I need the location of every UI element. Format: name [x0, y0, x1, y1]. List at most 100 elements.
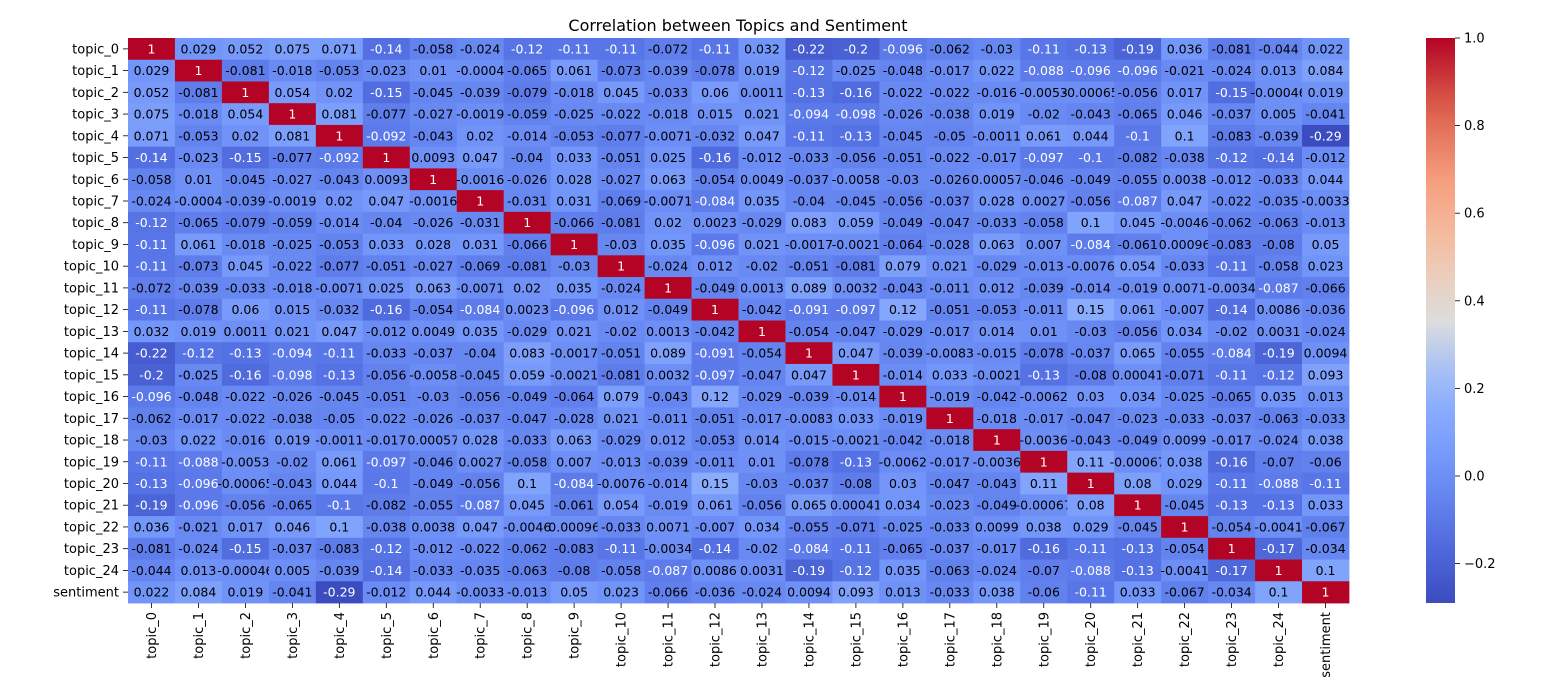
heatmap-cell: [128, 255, 176, 278]
cell-value-label: 0.00041: [1112, 367, 1164, 382]
heatmap-cell: [362, 233, 411, 256]
cell-value-label: -0.097: [1024, 150, 1064, 165]
heatmap-cell: [268, 168, 317, 191]
heatmap-cell: [1255, 146, 1303, 169]
cell-value-label: -0.066: [648, 585, 688, 600]
cell-value-label: -0.0076: [597, 476, 645, 491]
heatmap-cell: [174, 81, 223, 104]
heatmap-cell: [409, 363, 458, 387]
heatmap-cell: [315, 581, 364, 604]
heatmap-cell: [362, 38, 411, 61]
heatmap-cell: [409, 407, 458, 430]
heatmap-cell: [1114, 581, 1162, 604]
heatmap-cell: [174, 363, 223, 387]
heatmap-cell: [926, 385, 974, 408]
heatmap-cell: [362, 559, 411, 582]
heatmap-cell: [1302, 255, 1350, 278]
cell-value-label: -0.056: [460, 389, 500, 404]
heatmap-cell: [1067, 581, 1115, 604]
heatmap-cell: [174, 59, 223, 82]
heatmap-cell: [973, 255, 1021, 278]
heatmap-cell: [879, 559, 927, 582]
cell-value-label: -0.087: [648, 563, 688, 578]
heatmap-cell: [1208, 363, 1256, 387]
heatmap-cell: [1114, 277, 1162, 300]
heatmap-cell: [644, 168, 692, 191]
heatmap-cell: [785, 168, 833, 191]
heatmap-cell: [1067, 363, 1115, 387]
cell-value-label: -0.098: [272, 367, 312, 382]
cell-value-label: 1: [758, 324, 766, 339]
heatmap-cell: [362, 537, 411, 560]
heatmap-cell: [221, 407, 270, 430]
heatmap-cell: [1255, 298, 1303, 321]
heatmap-cell: [1020, 429, 1068, 452]
cell-value-label: -0.02: [1215, 324, 1247, 339]
cell-value-label: -0.11: [1028, 41, 1060, 56]
cell-value-label: -0.071: [1164, 367, 1204, 382]
cell-value-label: -0.087: [1118, 193, 1158, 208]
cell-value-label: 0.038: [1026, 519, 1062, 534]
cell-value-label: -0.11: [135, 237, 167, 252]
heatmap-cell: [1020, 559, 1068, 582]
heatmap-cell: [738, 168, 786, 191]
heatmap-cell: [503, 537, 552, 560]
heatmap-cell: [268, 103, 317, 126]
heatmap-cell: [597, 472, 645, 495]
cell-value-label: -0.051: [366, 259, 406, 274]
heatmap-cell: [362, 581, 411, 604]
heatmap-cell: [315, 320, 364, 343]
heatmap-cell: [1161, 190, 1209, 213]
cell-value-label: -0.081: [1211, 41, 1251, 56]
heatmap-cell: [879, 59, 927, 82]
cell-value-label: 0.0011: [740, 85, 784, 100]
cell-value-label: -0.051: [695, 411, 735, 426]
heatmap-cell: [221, 233, 270, 256]
cell-value-label: 0.1: [1269, 585, 1289, 600]
heatmap-cell: [973, 59, 1021, 82]
cell-value-label: 0.0099: [1163, 433, 1207, 448]
cell-value-label: -0.033: [601, 519, 641, 534]
heatmap-cell: [785, 385, 833, 408]
heatmap-cell: [879, 211, 927, 234]
heatmap-cell: [1302, 429, 1350, 452]
heatmap-cell: [691, 559, 739, 582]
heatmap-cell: [503, 38, 552, 61]
cell-value-label: 0.0038: [411, 519, 455, 534]
cell-value-label: 0.089: [650, 346, 686, 361]
heatmap-cell: [315, 211, 364, 234]
cell-value-label: -0.11: [1215, 476, 1247, 491]
cell-value-label: 0.047: [838, 346, 874, 361]
heatmap-cell: [1255, 516, 1303, 539]
cell-value-label: -0.092: [319, 150, 359, 165]
cell-value-label: 0.038: [1167, 454, 1203, 469]
heatmap-cell: [550, 146, 599, 169]
cell-value-label: 0.054: [1120, 259, 1156, 274]
heatmap-cell: [1302, 385, 1350, 408]
cell-value-label: -0.082: [1118, 150, 1158, 165]
heatmap-cell: [1114, 320, 1162, 343]
cell-value-label: -0.037: [272, 541, 312, 556]
cell-value-label: -0.02: [276, 454, 308, 469]
cell-value-label: 0.15: [701, 476, 729, 491]
cell-value-label: -0.033: [977, 215, 1017, 230]
heatmap-cell: [456, 211, 505, 234]
cell-value-label: 1: [1322, 585, 1330, 600]
heatmap-cell: [1302, 211, 1350, 234]
heatmap-cell: [550, 363, 599, 387]
cell-value-label: -0.081: [836, 259, 876, 274]
cell-value-label: -0.06: [1028, 585, 1060, 600]
cell-value-label: -0.039: [225, 193, 265, 208]
cell-value-label: -0.047: [930, 215, 970, 230]
heatmap-cell: [738, 581, 786, 604]
cell-value-label: -0.045: [1118, 519, 1158, 534]
heatmap-cell: [973, 38, 1021, 61]
cell-value-label: -0.0058: [409, 367, 457, 382]
cell-value-label: 0.02: [231, 128, 259, 143]
heatmap-cell: [362, 450, 411, 474]
cell-value-label: 0.035: [1261, 389, 1297, 404]
heatmap-cell: [1114, 450, 1162, 474]
cell-value-label: -0.19: [1121, 41, 1153, 56]
cell-value-label: 1: [711, 302, 719, 317]
heatmap-cell: [785, 38, 833, 61]
